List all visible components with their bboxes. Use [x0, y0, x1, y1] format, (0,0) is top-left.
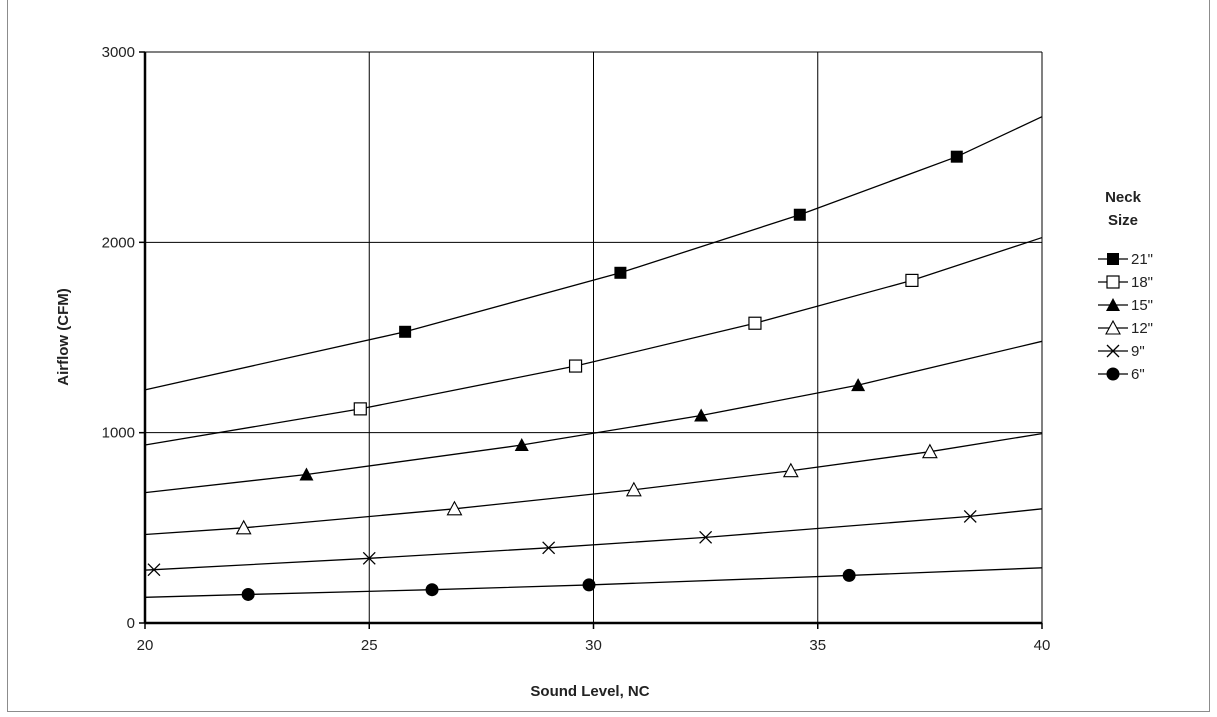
x-tick-label: 25 — [361, 637, 378, 654]
data-point — [842, 568, 856, 582]
y-tick-label: 1000 — [102, 425, 135, 442]
data-point — [353, 402, 367, 416]
legend-label: 18" — [1131, 274, 1153, 291]
legend-label: 12" — [1131, 320, 1153, 337]
legend-title-line-1: Neck — [1105, 189, 1142, 206]
chart-frame — [7, 0, 1210, 712]
data-point — [446, 500, 463, 516]
data-point — [963, 509, 977, 523]
data-point — [614, 266, 627, 279]
data-point — [905, 273, 919, 287]
series-line — [144, 116, 1043, 391]
series-layer — [144, 116, 1043, 601]
legend-title-line-2: Size — [1108, 212, 1138, 229]
y-axis-title: Airflow (CFM) — [55, 288, 72, 385]
legend-swatch-marker — [1106, 298, 1120, 311]
data-point — [235, 519, 252, 535]
axis-layer: 0 1000 2000 3000 20 25 30 35 40 — [102, 44, 1051, 654]
legend-swatch-marker — [1106, 275, 1120, 289]
series-line — [144, 567, 1043, 598]
data-point — [851, 378, 866, 392]
data-point — [694, 408, 709, 422]
data-point — [362, 551, 376, 565]
data-point — [568, 359, 583, 373]
x-axis-title: Sound Level, NC — [530, 683, 649, 700]
data-point — [793, 208, 806, 221]
x-tick-label: 40 — [1034, 637, 1051, 654]
legend-label: 9" — [1131, 343, 1145, 360]
data-point — [950, 150, 963, 163]
legend-swatch-marker — [1105, 319, 1121, 335]
data-point — [582, 578, 596, 592]
data-point — [299, 467, 314, 481]
series-line — [144, 340, 1043, 494]
legend: Neck Size 21" 18" 15" 12" 9" 6" — [1098, 189, 1153, 383]
data-point — [514, 438, 529, 452]
data-point — [241, 587, 255, 601]
x-tick-label: 20 — [137, 637, 154, 654]
data-point — [425, 583, 439, 597]
legend-label: 6" — [1131, 366, 1145, 383]
y-tick-label: 2000 — [102, 234, 135, 251]
data-point — [782, 462, 799, 478]
series-line — [144, 236, 1043, 446]
legend-swatch-marker — [1106, 367, 1120, 381]
data-point — [748, 316, 762, 330]
legend-label: 15" — [1131, 297, 1153, 314]
y-tick-label: 3000 — [102, 44, 135, 61]
x-tick-label: 35 — [809, 637, 826, 654]
data-point — [399, 325, 412, 338]
data-point — [699, 530, 713, 544]
grid-layer — [145, 51, 1043, 623]
y-tick-label: 0 — [127, 615, 135, 632]
legend-swatch-marker — [1107, 253, 1119, 265]
x-tick-label: 30 — [585, 637, 602, 654]
data-point — [147, 563, 161, 577]
legend-swatch-marker — [1106, 344, 1120, 358]
data-point — [542, 541, 556, 555]
data-point — [921, 443, 938, 459]
legend-label: 21" — [1131, 251, 1153, 268]
data-point — [625, 481, 642, 497]
